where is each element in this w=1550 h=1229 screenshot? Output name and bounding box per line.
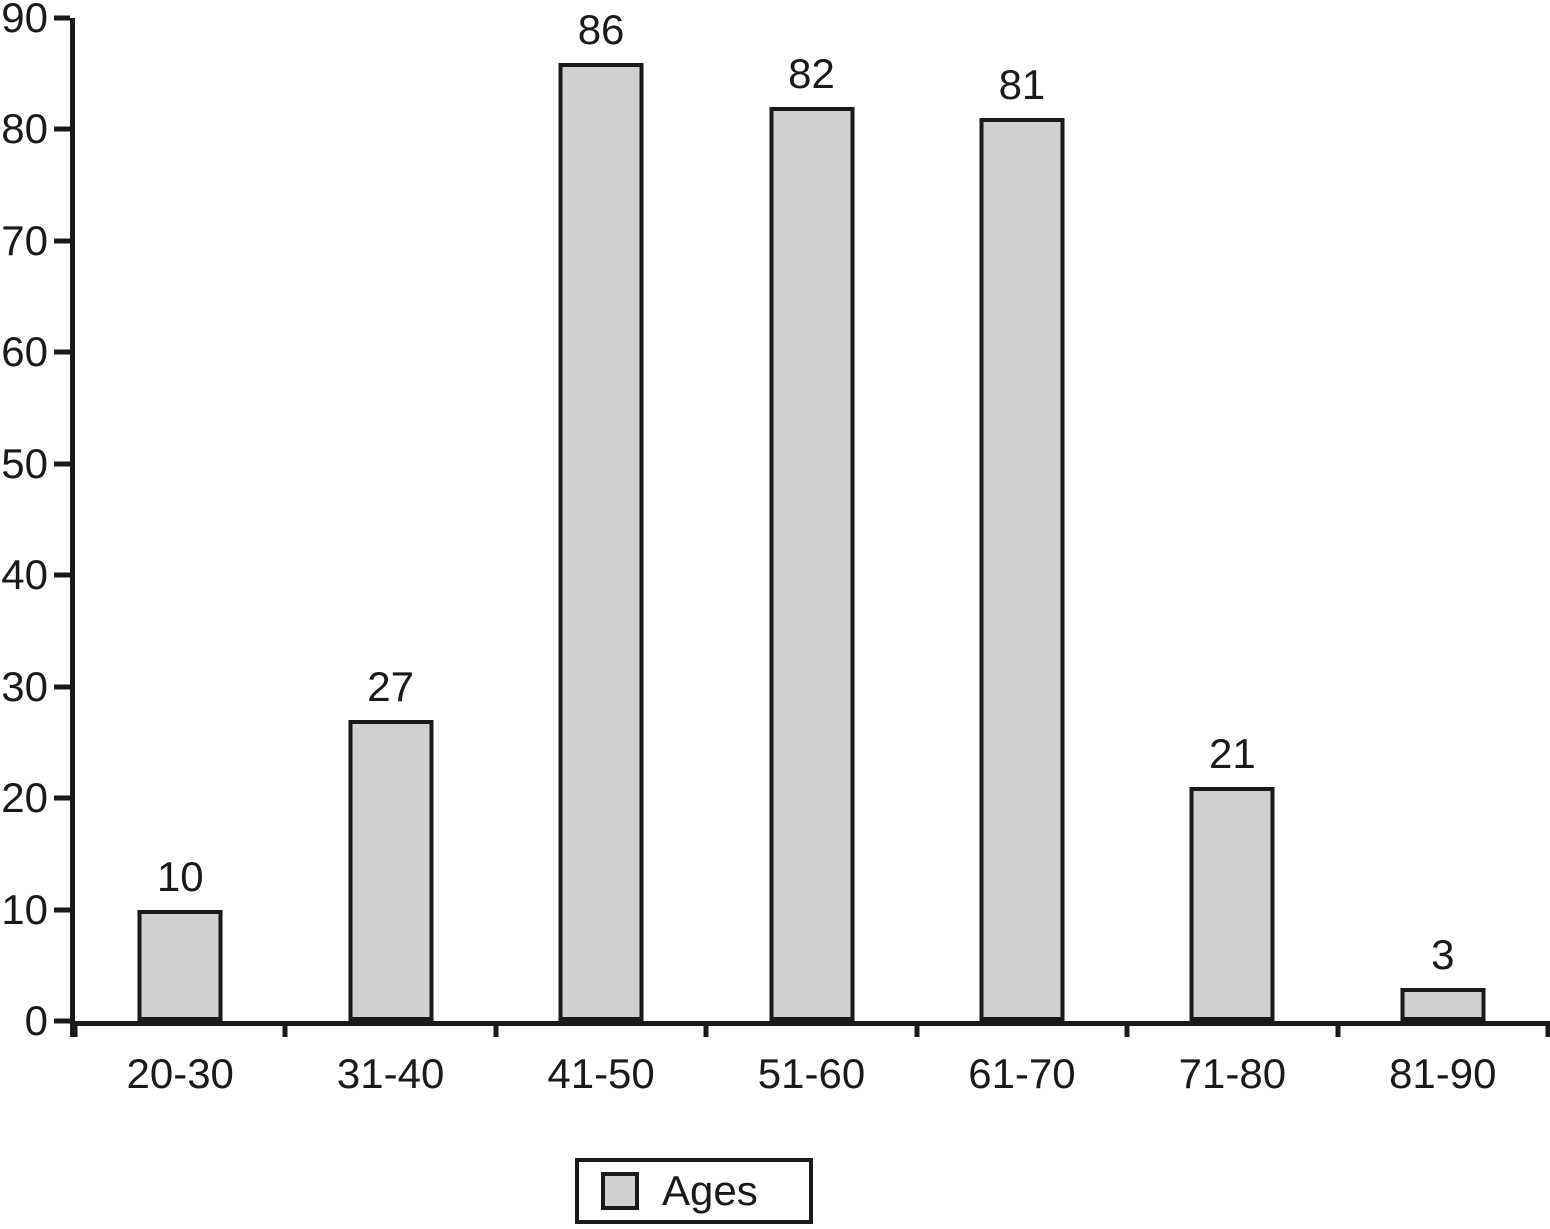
y-axis-tick-label: 50	[1, 439, 48, 487]
bar-value-label: 86	[577, 5, 625, 53]
x-axis-category-label: 51-60	[757, 1050, 866, 1097]
y-axis-tick-label: 60	[1, 328, 48, 376]
y-axis-tick	[54, 795, 70, 801]
plot-area: 0 10 20 30 40 50 60 70 80 90 10 20-30 27 31-40 86 41-50…	[1, 0, 1550, 1095]
x-axis-line	[70, 1021, 1548, 1026]
bar-71-80	[1189, 786, 1275, 1021]
x-axis-tick	[914, 1021, 920, 1037]
y-axis-tick	[54, 572, 70, 578]
y-axis-tick-label: 80	[1, 105, 48, 153]
legend-label: Ages	[662, 1167, 758, 1214]
legend: Ages	[575, 1158, 813, 1224]
y-axis-tick-label: 90	[1, 0, 48, 41]
y-axis-tick	[54, 1018, 70, 1024]
bar-41-50	[558, 62, 644, 1021]
bar-value-label: 81	[998, 61, 1046, 109]
y-axis-tick-label: 0	[24, 997, 48, 1044]
y-axis-tick	[54, 684, 70, 690]
x-axis-tick	[72, 1021, 78, 1037]
y-axis-tick-label: 40	[1, 551, 48, 599]
x-axis-category-label: 31-40	[336, 1050, 445, 1097]
bar-31-40	[348, 720, 434, 1021]
bar-51-60	[769, 107, 854, 1021]
y-axis-tick-label: 30	[1, 662, 48, 710]
y-axis-tick	[54, 15, 70, 21]
y-axis-tick-label: 20	[1, 774, 48, 822]
y-axis-tick	[54, 461, 70, 467]
y-axis-tick	[54, 349, 70, 355]
legend-swatch-icon	[601, 1172, 639, 1210]
bar-value-label: 82	[788, 50, 835, 98]
bar-81-90	[1400, 987, 1486, 1021]
x-axis-category-label: 41-50	[547, 1050, 655, 1097]
bar-value-label: 27	[367, 663, 414, 711]
x-axis-tick	[282, 1021, 288, 1037]
y-axis-tick	[54, 126, 70, 132]
y-axis-tick	[54, 238, 70, 244]
x-axis-category-label: 61-70	[968, 1050, 1076, 1097]
bar-value-label: 10	[156, 852, 204, 900]
bar-20-30	[137, 909, 223, 1021]
y-axis-line	[70, 18, 75, 1037]
bar-value-label: 21	[1208, 729, 1256, 777]
x-axis-tick	[1335, 1021, 1341, 1037]
y-axis-tick-label: 70	[1, 216, 48, 264]
x-axis-tick	[703, 1021, 709, 1037]
x-axis-category-label: 20-30	[126, 1050, 234, 1097]
y-axis-tick-label: 10	[1, 885, 48, 933]
x-axis-tick	[493, 1021, 499, 1037]
x-axis-category-label: 71-80	[1178, 1050, 1287, 1097]
bar-61-70	[979, 118, 1065, 1021]
x-axis-tick	[1545, 1021, 1550, 1037]
bar-value-label: 3	[1431, 930, 1455, 978]
x-axis-tick	[1124, 1021, 1130, 1037]
y-axis-tick	[54, 907, 70, 913]
x-axis-category-label: 81-90	[1389, 1050, 1497, 1097]
